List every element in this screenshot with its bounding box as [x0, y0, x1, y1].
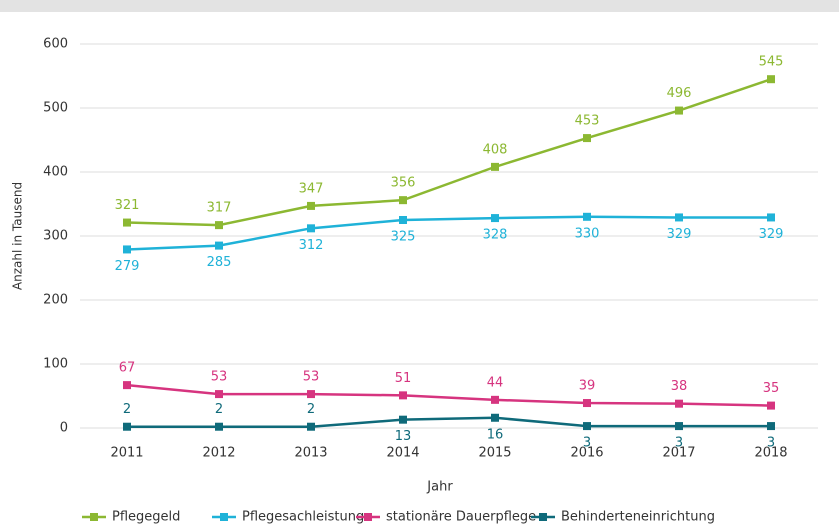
point-marker — [583, 422, 591, 431]
point-marker — [399, 415, 407, 424]
point-marker — [307, 422, 315, 431]
legend-label: Pflegegeld — [112, 510, 180, 525]
data-label: 453 — [575, 114, 600, 129]
data-label: 285 — [207, 255, 232, 270]
data-label: 329 — [759, 227, 784, 242]
data-label: 2 — [215, 402, 223, 417]
data-label: 38 — [671, 379, 688, 394]
data-label: 13 — [395, 429, 412, 444]
data-label: 3 — [767, 436, 775, 451]
data-label: 545 — [759, 55, 784, 70]
legend-label: Behinderteneinrichtung — [561, 510, 715, 525]
y-tick-label: 300 — [43, 229, 68, 244]
point-marker — [583, 212, 591, 221]
y-tick-label: 100 — [43, 357, 68, 372]
data-label: 328 — [483, 228, 508, 243]
data-label: 325 — [391, 230, 416, 245]
point-marker — [399, 391, 407, 400]
point-marker — [215, 241, 223, 250]
data-label: 39 — [579, 379, 596, 394]
point-marker — [123, 422, 131, 431]
data-label: 347 — [299, 181, 324, 196]
point-marker — [767, 401, 775, 410]
data-label: 51 — [395, 371, 412, 386]
point-marker — [399, 216, 407, 224]
point-marker — [307, 390, 315, 399]
legend-marker — [364, 513, 372, 521]
point-marker — [123, 381, 131, 390]
point-marker — [123, 245, 131, 254]
point-marker — [491, 214, 499, 223]
data-label: 16 — [487, 427, 504, 442]
x-tick-label: 2013 — [294, 446, 327, 461]
point-marker — [215, 422, 223, 431]
x-tick-label: 2015 — [478, 446, 511, 461]
data-label: 44 — [487, 375, 504, 390]
series-line — [126, 215, 771, 251]
top-bar — [0, 0, 839, 12]
y-tick-label: 500 — [43, 101, 68, 116]
data-label: 35 — [763, 381, 780, 396]
point-marker — [583, 134, 591, 143]
point-marker — [399, 196, 407, 205]
y-tick-label: 400 — [43, 165, 68, 180]
data-label: 312 — [299, 238, 324, 253]
point-marker — [491, 162, 499, 171]
legend-marker — [539, 513, 547, 521]
data-label: 330 — [575, 226, 600, 241]
point-marker — [767, 213, 775, 222]
data-label: 356 — [391, 176, 416, 191]
x-tick-label: 2017 — [662, 446, 695, 461]
point-marker — [675, 422, 683, 431]
point-marker — [215, 390, 223, 399]
point-marker — [675, 213, 683, 222]
x-tick-label: 2012 — [202, 446, 235, 461]
point-marker — [675, 106, 683, 115]
point-marker — [307, 224, 315, 233]
data-label: 317 — [207, 201, 232, 216]
series-line — [126, 78, 772, 227]
point-marker — [215, 221, 223, 230]
series-line — [127, 416, 771, 428]
data-label: 2 — [307, 402, 315, 417]
legend-label: Pflegesachleistung — [242, 510, 364, 525]
point-marker — [307, 201, 315, 210]
y-axis-label: Anzahl in Tausend — [11, 182, 25, 290]
data-label: 329 — [667, 227, 692, 242]
legend-label: stationäre Dauerpflege — [386, 510, 536, 525]
point-marker — [675, 399, 683, 408]
x-tick-label: 2014 — [386, 446, 419, 461]
y-tick-label: 0 — [60, 421, 68, 436]
data-label: 67 — [119, 361, 136, 376]
data-label: 3 — [583, 436, 591, 451]
data-label: 53 — [303, 370, 320, 385]
data-label: 496 — [667, 86, 692, 101]
y-tick-label: 200 — [43, 293, 68, 308]
x-tick-label: 2016 — [570, 446, 603, 461]
data-label: 408 — [483, 142, 508, 157]
data-label: 53 — [211, 370, 228, 385]
point-marker — [123, 218, 131, 227]
point-marker — [767, 75, 775, 84]
data-label: 321 — [115, 198, 140, 213]
x-axis-label: Jahr — [426, 480, 453, 495]
point-marker — [583, 399, 591, 408]
point-marker — [491, 395, 499, 404]
legend-marker — [220, 513, 228, 521]
y-tick-label: 600 — [43, 37, 68, 52]
legend-marker — [90, 513, 98, 521]
data-label: 3 — [675, 436, 683, 451]
data-label: 279 — [115, 259, 140, 274]
series-line — [126, 383, 772, 407]
x-tick-label: 2018 — [754, 446, 787, 461]
data-label: 2 — [123, 402, 131, 417]
point-marker — [767, 422, 775, 431]
point-marker — [491, 413, 499, 422]
x-tick-label: 2011 — [110, 446, 143, 461]
